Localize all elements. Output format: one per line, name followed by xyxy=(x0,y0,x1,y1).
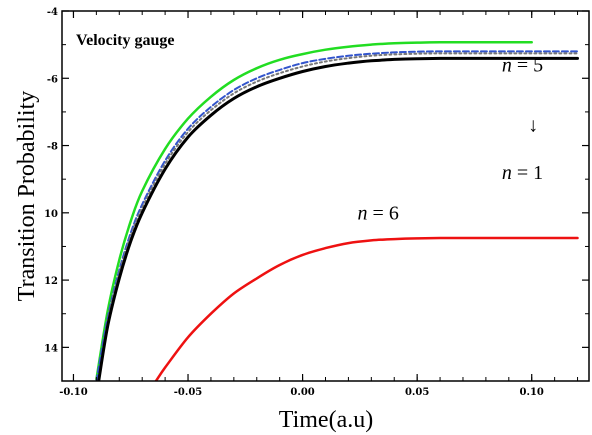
x-tick-label: 0.00 xyxy=(290,387,314,398)
series-line-2 xyxy=(97,52,579,381)
annotation-n1: n = 1 xyxy=(502,162,543,184)
inset-label: Velocity gauge xyxy=(76,32,175,49)
series-line-4 xyxy=(154,236,579,381)
ticks-layer: -0.10 -0.05 0.00 0.05 0.10 -4 -6 -8 10 12 14 xyxy=(44,7,589,398)
series-line-0 xyxy=(95,41,533,381)
annotation-n6: n = 6 xyxy=(358,203,399,225)
series-line-1 xyxy=(95,50,579,381)
x-tick-label: -0.05 xyxy=(174,387,203,398)
x-tick-label: 0.10 xyxy=(520,387,544,398)
x-axis-title: Time(a.u) xyxy=(279,407,373,433)
y-tick-label: -8 xyxy=(47,142,58,153)
y-tick-label: -6 xyxy=(47,74,58,85)
y-tick-label: 12 xyxy=(44,276,58,287)
y-tick-label: 10 xyxy=(44,209,58,220)
annotation-n5: n = 5 xyxy=(502,55,543,77)
y-axis-title: Transition Probability xyxy=(14,91,40,301)
y-tick-label: 14 xyxy=(44,343,58,354)
down-arrow-icon: ↓ xyxy=(528,114,538,136)
x-tick-label: -0.10 xyxy=(59,387,88,398)
x-tick-label: 0.05 xyxy=(405,387,429,398)
series-line-3 xyxy=(97,56,579,381)
y-tick-label: -4 xyxy=(47,7,58,18)
series-layer xyxy=(95,41,579,381)
